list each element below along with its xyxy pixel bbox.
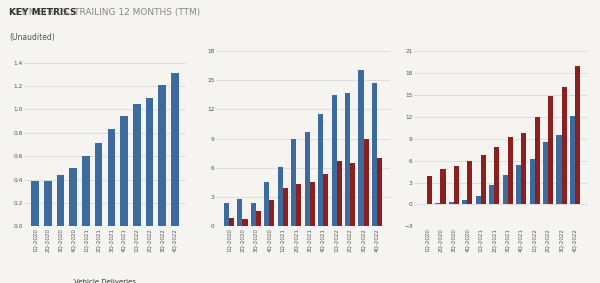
Bar	[158, 85, 166, 226]
Bar	[323, 174, 328, 226]
Bar	[481, 155, 486, 204]
Bar	[494, 147, 499, 204]
Bar	[332, 95, 337, 226]
Bar	[462, 200, 467, 204]
Bar	[238, 199, 242, 226]
Bar	[107, 129, 115, 226]
Bar	[364, 139, 368, 226]
Bar	[95, 143, 103, 226]
Bar	[264, 182, 269, 226]
Bar	[556, 135, 562, 204]
Bar	[570, 116, 575, 204]
Bar	[436, 203, 440, 204]
Bar	[508, 137, 513, 204]
Bar	[146, 98, 153, 226]
Bar	[337, 161, 342, 226]
Bar	[251, 203, 256, 226]
Bar	[283, 188, 288, 226]
Bar	[171, 73, 179, 226]
Bar	[535, 117, 540, 204]
Bar	[350, 163, 355, 226]
Bar	[31, 181, 39, 226]
Bar	[305, 132, 310, 226]
Bar	[372, 83, 377, 226]
Bar	[269, 200, 274, 226]
Bar	[296, 183, 301, 226]
X-axis label: Vehicle Deliveries
(millions of units): Vehicle Deliveries (millions of units)	[74, 279, 136, 283]
Bar	[467, 161, 472, 204]
Bar	[516, 165, 521, 204]
Bar	[427, 176, 432, 204]
Bar	[449, 202, 454, 204]
Bar	[530, 159, 535, 204]
Bar	[44, 181, 52, 226]
Bar	[120, 116, 128, 226]
Bar	[489, 185, 494, 204]
Bar	[133, 104, 140, 226]
Bar	[503, 175, 508, 204]
Bar	[548, 96, 553, 204]
Bar	[454, 166, 459, 204]
Bar	[476, 196, 481, 204]
Text: KEY METRICS  TRAILING 12 MONTHS (TTM): KEY METRICS TRAILING 12 MONTHS (TTM)	[9, 8, 200, 18]
Text: KEY METRICS: KEY METRICS	[9, 8, 77, 18]
Bar	[377, 158, 382, 226]
Bar	[229, 218, 234, 226]
Bar	[291, 139, 296, 226]
Bar	[543, 142, 548, 204]
Bar	[521, 133, 526, 204]
Bar	[242, 218, 248, 226]
Bar	[70, 168, 77, 226]
Bar	[318, 114, 323, 226]
Bar	[278, 167, 283, 226]
Bar	[562, 87, 566, 204]
Bar	[345, 93, 350, 226]
Bar	[82, 156, 90, 226]
Bar	[57, 175, 64, 226]
Bar	[358, 70, 364, 226]
Bar	[310, 182, 315, 226]
Bar	[575, 66, 580, 204]
Bar	[440, 169, 446, 204]
Text: (Unaudited): (Unaudited)	[9, 33, 55, 42]
Bar	[224, 203, 229, 226]
Bar	[256, 211, 261, 226]
